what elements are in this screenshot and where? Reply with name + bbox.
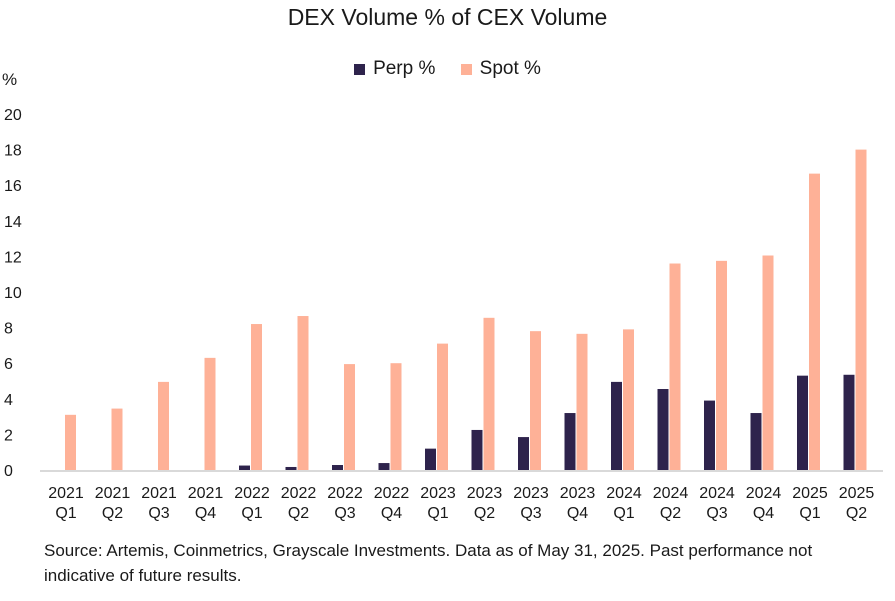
bar-spot	[204, 357, 216, 470]
x-tick-label-year: 2021	[188, 485, 224, 502]
x-tick-label-quarter: Q1	[55, 505, 76, 522]
bar-spot	[158, 381, 169, 470]
y-tick-label: 16	[4, 178, 22, 195]
legend-item-perp: Perp %	[354, 58, 435, 80]
x-tick-label-quarter: Q1	[241, 505, 262, 522]
source-note: Source: Artemis, Coinmetrics, Grayscale …	[44, 541, 813, 585]
y-tick-label: 6	[4, 356, 13, 373]
bar-spot	[530, 331, 541, 470]
x-tick-label-year: 2023	[560, 485, 596, 502]
x-tick-label-year: 2023	[467, 485, 503, 502]
bar-perp	[285, 466, 297, 470]
legend-label-perp: Perp %	[373, 58, 436, 79]
bar-perp	[239, 465, 250, 470]
bar-spot	[437, 343, 448, 470]
y-tick-label: 0	[4, 463, 13, 480]
x-tick-label-quarter: Q3	[520, 505, 541, 522]
x-tick-label-quarter: Q2	[288, 505, 309, 522]
bar-spot	[762, 255, 774, 470]
y-tick-label: 4	[4, 392, 13, 409]
x-tick-label-quarter: Q3	[334, 505, 355, 522]
x-tick-label-year: 2023	[513, 485, 549, 502]
x-tick-label-quarter: Q3	[148, 505, 169, 522]
legend-label-spot: Spot %	[479, 58, 541, 79]
x-tick-label-year: 2022	[374, 485, 410, 502]
bar-perp	[657, 389, 669, 470]
legend-swatch-spot	[460, 63, 472, 75]
x-tick-label-year: 2022	[327, 485, 363, 502]
x-tick-label-year: 2021	[141, 485, 177, 502]
x-tick-label-quarter: Q1	[799, 505, 820, 522]
bar-perp	[564, 413, 576, 470]
x-tick-label-quarter: Q4	[381, 505, 402, 522]
x-tick-label-year: 2024	[746, 485, 782, 502]
bar-spot	[716, 260, 727, 470]
x-tick-label-quarter: Q1	[427, 505, 448, 522]
bar-perp	[750, 413, 762, 470]
legend-swatch-perp	[354, 63, 366, 75]
x-tick-label-year: 2021	[95, 485, 131, 502]
x-tick-label-year: 2023	[420, 485, 456, 502]
bar-spot	[623, 329, 634, 470]
bar-spot	[390, 363, 402, 470]
bar-spot	[855, 149, 867, 470]
y-tick-label: 2	[4, 427, 13, 444]
legend: Perp % Spot %	[0, 58, 895, 81]
bar-spot	[809, 173, 820, 470]
x-tick-label-quarter: Q3	[706, 505, 727, 522]
y-tick-label: 18	[4, 143, 22, 160]
bar-spot	[576, 333, 588, 470]
bar-spot	[344, 364, 355, 470]
y-tick-label: 10	[4, 285, 22, 302]
y-tick-label: 12	[4, 249, 22, 266]
x-tick-label-quarter: Q2	[474, 505, 495, 522]
bar-perp	[843, 374, 855, 470]
x-tick-label-quarter: Q4	[567, 505, 588, 522]
x-tick-label-quarter: Q2	[660, 505, 681, 522]
x-tick-label-year: 2025	[839, 485, 875, 502]
bar-spot	[251, 324, 262, 470]
x-tick-label-quarter: Q4	[195, 505, 216, 522]
bar-spot	[65, 414, 76, 470]
bar-perp	[797, 375, 808, 470]
bar-perp	[518, 437, 529, 470]
y-axis-unit: %	[2, 70, 18, 89]
x-tick-label-year: 2022	[234, 485, 270, 502]
x-tick-label-year: 2024	[606, 485, 642, 502]
x-tick-label-quarter: Q2	[102, 505, 123, 522]
bar-spot	[669, 263, 681, 470]
bar-spot	[111, 408, 123, 470]
x-tick-label-year: 2022	[281, 485, 317, 502]
bar-perp	[378, 463, 390, 470]
x-tick-label-quarter: Q2	[846, 505, 867, 522]
bar-spot	[483, 317, 495, 470]
bar-perp	[611, 381, 622, 470]
bar-perp	[332, 465, 343, 470]
x-tick-label-quarter: Q4	[753, 505, 774, 522]
x-tick-label-quarter: Q1	[613, 505, 634, 522]
x-tick-label-year: 2024	[653, 485, 689, 502]
x-tick-label-year: 2021	[48, 485, 84, 502]
x-tick-label-year: 2025	[792, 485, 828, 502]
bar-spot	[297, 316, 309, 470]
legend-item-spot: Spot %	[460, 58, 541, 80]
x-tick-label-year: 2024	[699, 485, 735, 502]
bar-perp	[471, 429, 483, 470]
bar-perp	[425, 448, 436, 470]
y-tick-label: 8	[4, 321, 13, 338]
chart-title: DEX Volume % of CEX Volume	[287, 4, 608, 30]
bar-perp	[704, 400, 715, 470]
y-tick-label: 20	[4, 107, 22, 124]
y-tick-label: 14	[4, 214, 22, 231]
